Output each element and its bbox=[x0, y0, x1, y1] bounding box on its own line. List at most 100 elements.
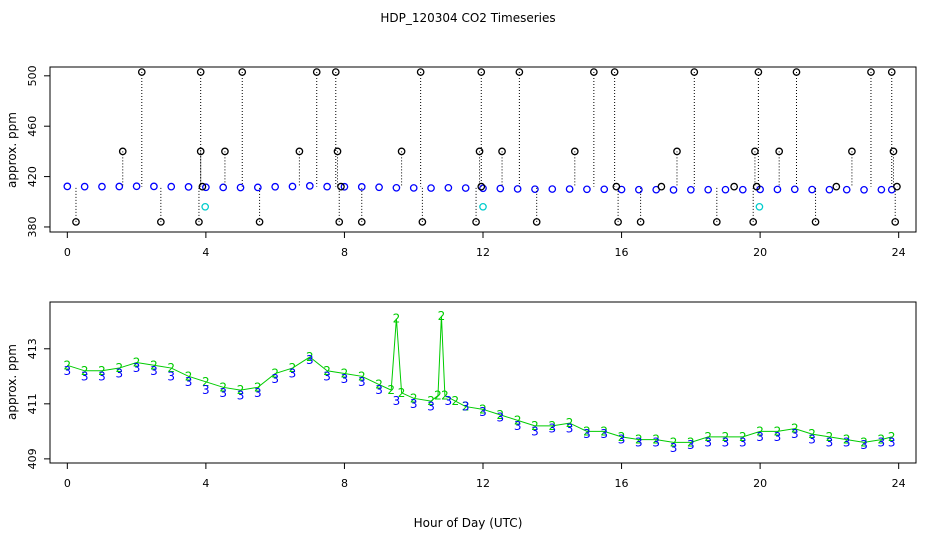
series-2-point: 2 bbox=[237, 383, 245, 397]
series-2-point: 2 bbox=[618, 430, 626, 444]
series-baseline-point bbox=[877, 185, 886, 194]
series-baseline-point bbox=[409, 184, 418, 192]
series-2-point: 2 bbox=[133, 356, 141, 370]
series-calibration-high-point bbox=[477, 68, 486, 76]
series-calibration-high bbox=[137, 68, 896, 187]
series-calibration-mid-point bbox=[118, 147, 127, 156]
series-baseline-point bbox=[825, 185, 834, 194]
series-3-point: 3 bbox=[462, 400, 470, 414]
series-baseline-point bbox=[842, 185, 851, 194]
series-reference-point bbox=[479, 202, 487, 211]
bottom-plot-frame bbox=[49, 301, 917, 464]
series-2-point: 2 bbox=[438, 309, 446, 323]
series-3-point: 3 bbox=[774, 430, 782, 444]
series-3-point: 3 bbox=[63, 364, 71, 378]
series-baseline-point bbox=[600, 185, 609, 194]
series-2-point: 2 bbox=[271, 367, 279, 381]
bottom-y-axis: 409 411 413 bbox=[26, 338, 50, 469]
series-calibration-high-point bbox=[754, 68, 763, 76]
series-baseline-point bbox=[773, 185, 782, 194]
series-3-point: 3 bbox=[254, 386, 262, 400]
series-baseline-point bbox=[236, 183, 245, 192]
series-3-point: 3 bbox=[393, 394, 401, 408]
series-2-point: 2 bbox=[826, 430, 834, 444]
bottom-y-tick-label: 409 bbox=[26, 448, 39, 469]
series-baseline-point bbox=[202, 183, 210, 192]
series-baseline-point bbox=[375, 183, 383, 192]
series-calibration-high-point bbox=[515, 68, 524, 76]
series-2-point: 2 bbox=[566, 416, 574, 430]
series-3-point: 3 bbox=[704, 435, 712, 449]
top-plot-area bbox=[63, 68, 901, 226]
series-baseline-point bbox=[704, 185, 713, 194]
series-calibration-high-point bbox=[792, 68, 801, 76]
series-baseline-point bbox=[392, 183, 401, 192]
series-baseline-point bbox=[305, 182, 314, 190]
series-2-point: 2 bbox=[398, 386, 406, 400]
series-2-point: 2 bbox=[289, 361, 297, 375]
series-3-point: 3 bbox=[81, 369, 89, 383]
series-2-point: 2 bbox=[583, 424, 591, 438]
series-calibration-target bbox=[198, 182, 901, 191]
series-3-point: 3 bbox=[566, 422, 574, 436]
series-2: 2 2 2 2 2 2 22 2 2 2 22 222 2 22 222 2 2 222 2 2 2 2 2 2 2 22 2 2 2 2… bbox=[63, 309, 895, 450]
series-baseline-point bbox=[132, 182, 141, 191]
series-calibration-high-point bbox=[312, 68, 321, 76]
top-x-tick-label: 4 bbox=[202, 246, 209, 259]
series-calibration-target-point bbox=[612, 182, 621, 191]
series-3: 3 3 3 3 3 3 3 33 3 3 33 333 3 333 3 3 3 3 3 33 3 3 3 3 3 3 3 3 3 3 3 3 3… bbox=[63, 353, 895, 455]
series-baseline-point bbox=[340, 182, 349, 191]
series-3-point: 3 bbox=[496, 411, 504, 425]
series-2-point: 2 bbox=[791, 422, 799, 436]
series-2-point: 2 bbox=[254, 380, 262, 394]
series-2-point: 2 bbox=[358, 369, 366, 383]
top-y-axis: 380 420 460 500 bbox=[26, 65, 50, 237]
bottom-x-tick-label: 24 bbox=[892, 477, 906, 490]
series-calibration-mid-point bbox=[475, 147, 484, 156]
series-calibration-high-point bbox=[589, 68, 598, 76]
series-baseline-point bbox=[635, 185, 643, 194]
series-reference-point bbox=[755, 202, 764, 211]
series-2-point: 2 bbox=[393, 312, 401, 326]
series-baseline-point bbox=[80, 182, 89, 191]
top-x-tick-label: 20 bbox=[753, 246, 767, 259]
series-2-point: 2 bbox=[739, 430, 747, 444]
top-x-tick-label: 8 bbox=[341, 246, 348, 259]
series-3-point: 3 bbox=[600, 427, 608, 441]
series-2-line bbox=[67, 315, 892, 443]
series-2-point: 2 bbox=[462, 400, 470, 414]
series-3-point: 3 bbox=[531, 424, 539, 438]
top-x-tick-label: 0 bbox=[64, 246, 71, 259]
series-2-point: 2 bbox=[531, 419, 539, 433]
series-3-point: 3 bbox=[271, 372, 279, 386]
series-3-point: 3 bbox=[133, 361, 141, 375]
series-calibration-target-point bbox=[730, 182, 738, 191]
series-3-point: 3 bbox=[548, 422, 556, 436]
series-calibration-high-point bbox=[887, 68, 896, 76]
series-baseline-point bbox=[63, 182, 72, 191]
series-baseline-point bbox=[271, 182, 280, 191]
series-calibration-mid-point bbox=[848, 147, 856, 156]
series-2-point: 2 bbox=[410, 391, 418, 405]
series-3-point: 3 bbox=[791, 427, 799, 441]
series-baseline-point bbox=[513, 185, 522, 193]
series-calibration-high-point bbox=[238, 68, 247, 76]
series-2-point: 2 bbox=[375, 378, 383, 392]
series-calibration-high-point bbox=[331, 68, 340, 76]
series-2-point: 2 bbox=[219, 380, 227, 394]
series-2-point: 2 bbox=[878, 433, 886, 447]
x-axis-label: Hour of Day (UTC) bbox=[414, 516, 523, 530]
series-3-point: 3 bbox=[98, 369, 106, 383]
top-y-tick-label: 460 bbox=[26, 116, 39, 137]
series-calibration-target-point bbox=[477, 182, 486, 191]
series-3-point: 3 bbox=[618, 433, 626, 447]
series-3-point: 3 bbox=[722, 435, 730, 449]
series-calibration-target-point bbox=[337, 182, 345, 191]
series-3-point: 3 bbox=[202, 383, 210, 397]
series-baseline-point bbox=[808, 185, 816, 194]
series-calibration-target-point bbox=[832, 182, 841, 191]
series-3-point: 3 bbox=[843, 435, 851, 449]
series-calibration-low bbox=[72, 186, 900, 226]
series-2-point: 2 bbox=[704, 430, 712, 444]
